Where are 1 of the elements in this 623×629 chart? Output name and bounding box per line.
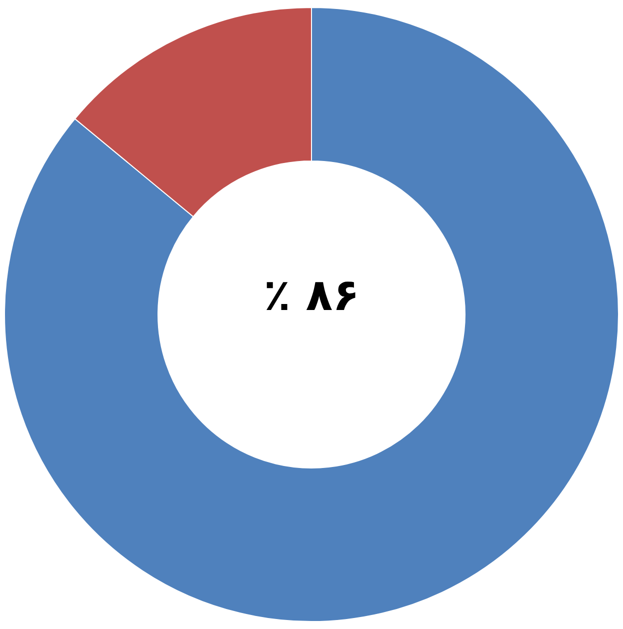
text: ٪ ۸۶ bbox=[264, 270, 360, 321]
